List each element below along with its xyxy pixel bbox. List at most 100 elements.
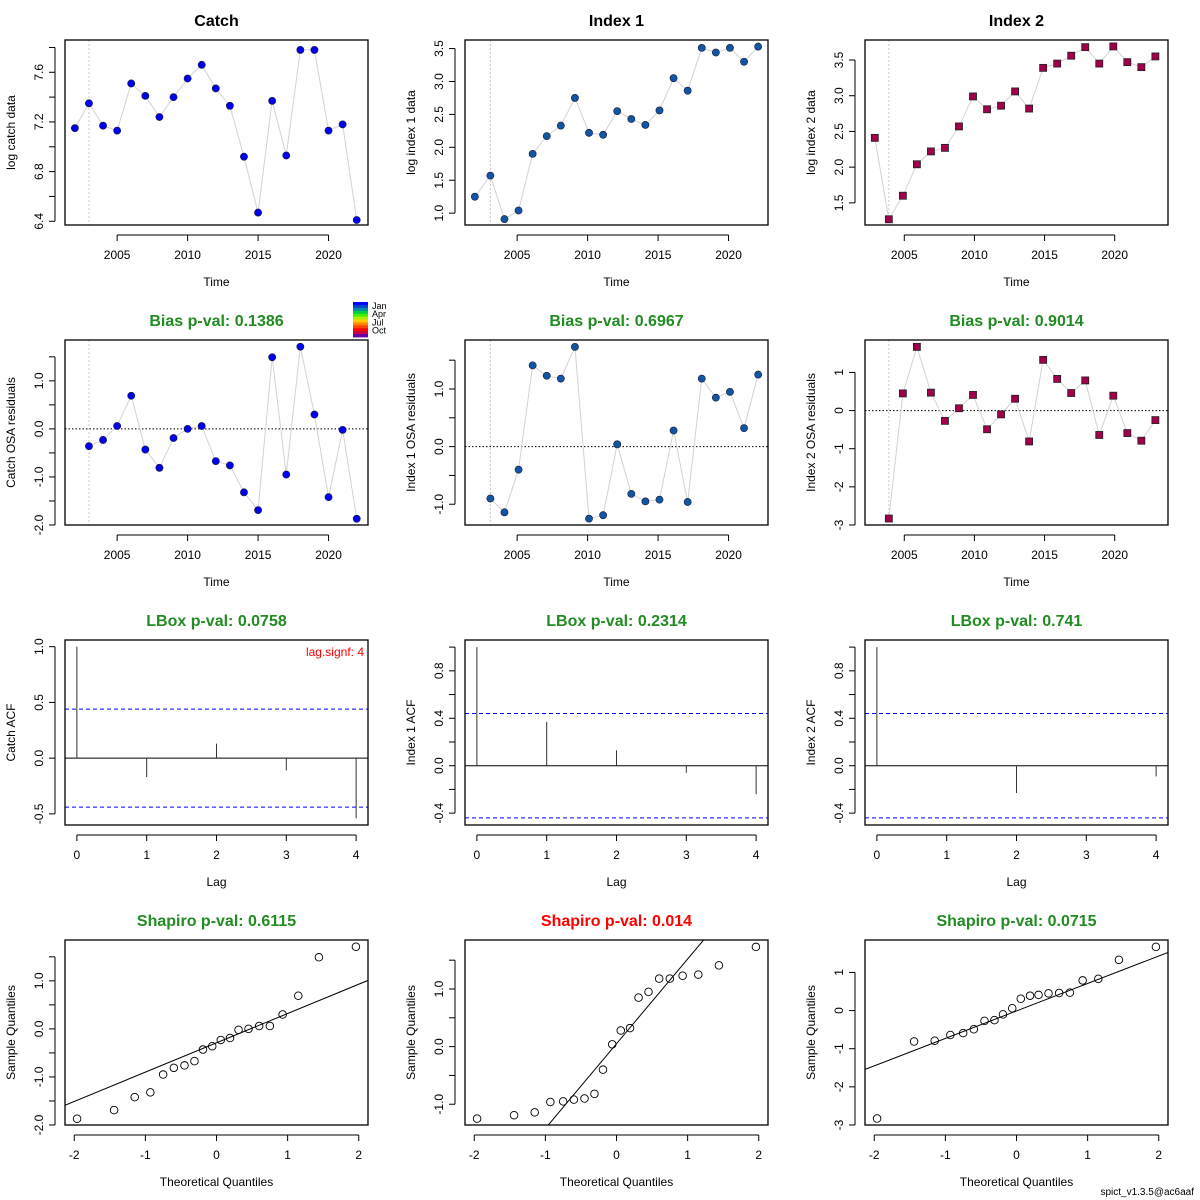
data-point bbox=[884, 514, 893, 523]
data-point bbox=[634, 993, 643, 1002]
data-point bbox=[1011, 394, 1019, 403]
data-point bbox=[169, 1063, 179, 1073]
y-tick-label: 2.0 bbox=[832, 158, 846, 175]
y-tick-label: 1 bbox=[832, 369, 846, 376]
data-point bbox=[282, 151, 291, 160]
data-point bbox=[1095, 431, 1104, 439]
data-point bbox=[1078, 976, 1087, 985]
data-point bbox=[983, 105, 991, 114]
data-point bbox=[254, 506, 262, 515]
x-tick-label: 0 bbox=[1013, 1148, 1020, 1162]
data-point bbox=[254, 208, 262, 217]
panel-index1-residuals: Bias p-val: 0.6967 -1.0 0.0 1.0 Index 1 OSA … bbox=[404, 313, 769, 589]
series-line bbox=[874, 45, 1156, 221]
y-tick-label: 1.0 bbox=[32, 638, 46, 655]
data-point bbox=[556, 121, 565, 130]
y-tick-label: 6.8 bbox=[32, 163, 46, 180]
x-tick-label: 2015 bbox=[1031, 248, 1058, 262]
data-point bbox=[941, 143, 949, 152]
data-point bbox=[556, 374, 565, 383]
data-point bbox=[146, 1088, 155, 1097]
y-tick-label: -1.0 bbox=[32, 466, 46, 487]
data-point bbox=[1053, 375, 1062, 383]
panel-index1-qq: Shapiro p-val: 0.014 -1.0 0.0 1.0 Sample Qua… bbox=[404, 913, 769, 1189]
panel-catch-qq: Shapiro p-val: 0.6115 -2.0 -1.0 0.0 1.0 Sampl… bbox=[4, 913, 369, 1189]
data-point bbox=[870, 133, 879, 142]
y-axis-label: Index 1 ACF bbox=[404, 699, 418, 765]
x-tick-label: 2015 bbox=[245, 548, 272, 562]
data-point bbox=[294, 991, 303, 1000]
y-tick-label: 0.0 bbox=[32, 420, 46, 437]
data-point bbox=[225, 1033, 235, 1043]
x-tick-label: -1 bbox=[140, 1148, 151, 1162]
x-axis-label: Theoretical Quantiles bbox=[560, 1175, 673, 1189]
data-point bbox=[641, 497, 650, 506]
data-point bbox=[872, 1114, 882, 1123]
x-axis-label: Theoretical Quantiles bbox=[960, 1175, 1073, 1189]
x-tick-label: 2010 bbox=[961, 548, 988, 562]
y-axis-label: Sample Quantiles bbox=[4, 985, 18, 1080]
data-point bbox=[470, 192, 479, 201]
data-point bbox=[240, 152, 248, 161]
data-point bbox=[127, 391, 136, 400]
panel-title: Shapiro p-val: 0.6115 bbox=[137, 913, 296, 930]
y-tick-label: 1.0 bbox=[432, 380, 446, 397]
data-point bbox=[1039, 63, 1048, 72]
x-tick-label: 2015 bbox=[645, 548, 672, 562]
x-tick-label: 4 bbox=[1153, 848, 1160, 862]
data-point bbox=[351, 942, 361, 951]
panel-catch-acf: LBox p-val: 0.0758 -0.5 0.0 0.5 1.0 Catch ACF… bbox=[4, 613, 369, 889]
y-tick-label: 1.0 bbox=[432, 980, 446, 997]
data-point bbox=[571, 343, 579, 351]
y-tick-label: 1.5 bbox=[832, 194, 846, 211]
y-tick-label: -1 bbox=[832, 443, 846, 454]
y-tick-label: 1.0 bbox=[32, 372, 46, 389]
plot-frame bbox=[864, 39, 1169, 226]
data-point bbox=[913, 160, 921, 169]
data-point bbox=[1044, 989, 1053, 998]
data-point bbox=[683, 86, 692, 95]
data-point bbox=[141, 91, 150, 100]
panel-title: Catch bbox=[194, 13, 238, 30]
panel-title: Bias p-val: 0.6967 bbox=[549, 313, 683, 330]
plot-area bbox=[865, 340, 1168, 525]
data-point bbox=[607, 1040, 617, 1049]
data-point bbox=[486, 494, 495, 503]
data-point bbox=[927, 388, 935, 397]
data-point bbox=[113, 126, 122, 135]
y-tick-label: -0.4 bbox=[832, 802, 846, 823]
data-point bbox=[324, 126, 333, 135]
panel-index2-residuals: Bias p-val: 0.9014 -3 -2 -1 0 1 Index 2 OSA re… bbox=[804, 313, 1169, 589]
data-point bbox=[627, 115, 636, 123]
data-point bbox=[352, 514, 361, 523]
data-point bbox=[1114, 955, 1124, 965]
x-tick-label: 4 bbox=[353, 848, 360, 862]
plot-frame bbox=[864, 639, 1169, 826]
legend-swatch bbox=[353, 322, 368, 326]
data-point bbox=[109, 1105, 119, 1115]
x-tick-label: 2005 bbox=[891, 248, 918, 262]
x-tick-label: 2015 bbox=[245, 248, 272, 262]
panel-title: Bias p-val: 0.1386 bbox=[149, 313, 283, 330]
data-point bbox=[955, 404, 963, 413]
data-point bbox=[754, 370, 763, 379]
data-point bbox=[726, 387, 734, 396]
x-axis-label: Lag bbox=[206, 875, 226, 889]
x-axis-label: Time bbox=[1003, 575, 1030, 589]
data-point bbox=[641, 121, 650, 129]
data-point bbox=[694, 970, 703, 979]
data-point bbox=[1123, 58, 1132, 67]
x-tick-label: -2 bbox=[69, 1148, 80, 1162]
data-point bbox=[113, 422, 122, 430]
x-axis-label: Time bbox=[603, 575, 630, 589]
x-tick-label: 2010 bbox=[574, 248, 601, 262]
y-tick-label: 2.5 bbox=[832, 123, 846, 140]
data-point bbox=[1109, 42, 1118, 51]
plot-frame bbox=[864, 339, 1169, 526]
x-tick-label: 2 bbox=[1013, 848, 1020, 862]
data-point bbox=[927, 147, 935, 156]
x-tick-label: 2020 bbox=[715, 548, 742, 562]
data-point bbox=[655, 495, 664, 504]
data-point bbox=[211, 84, 220, 93]
x-axis-label: Time bbox=[603, 275, 630, 289]
